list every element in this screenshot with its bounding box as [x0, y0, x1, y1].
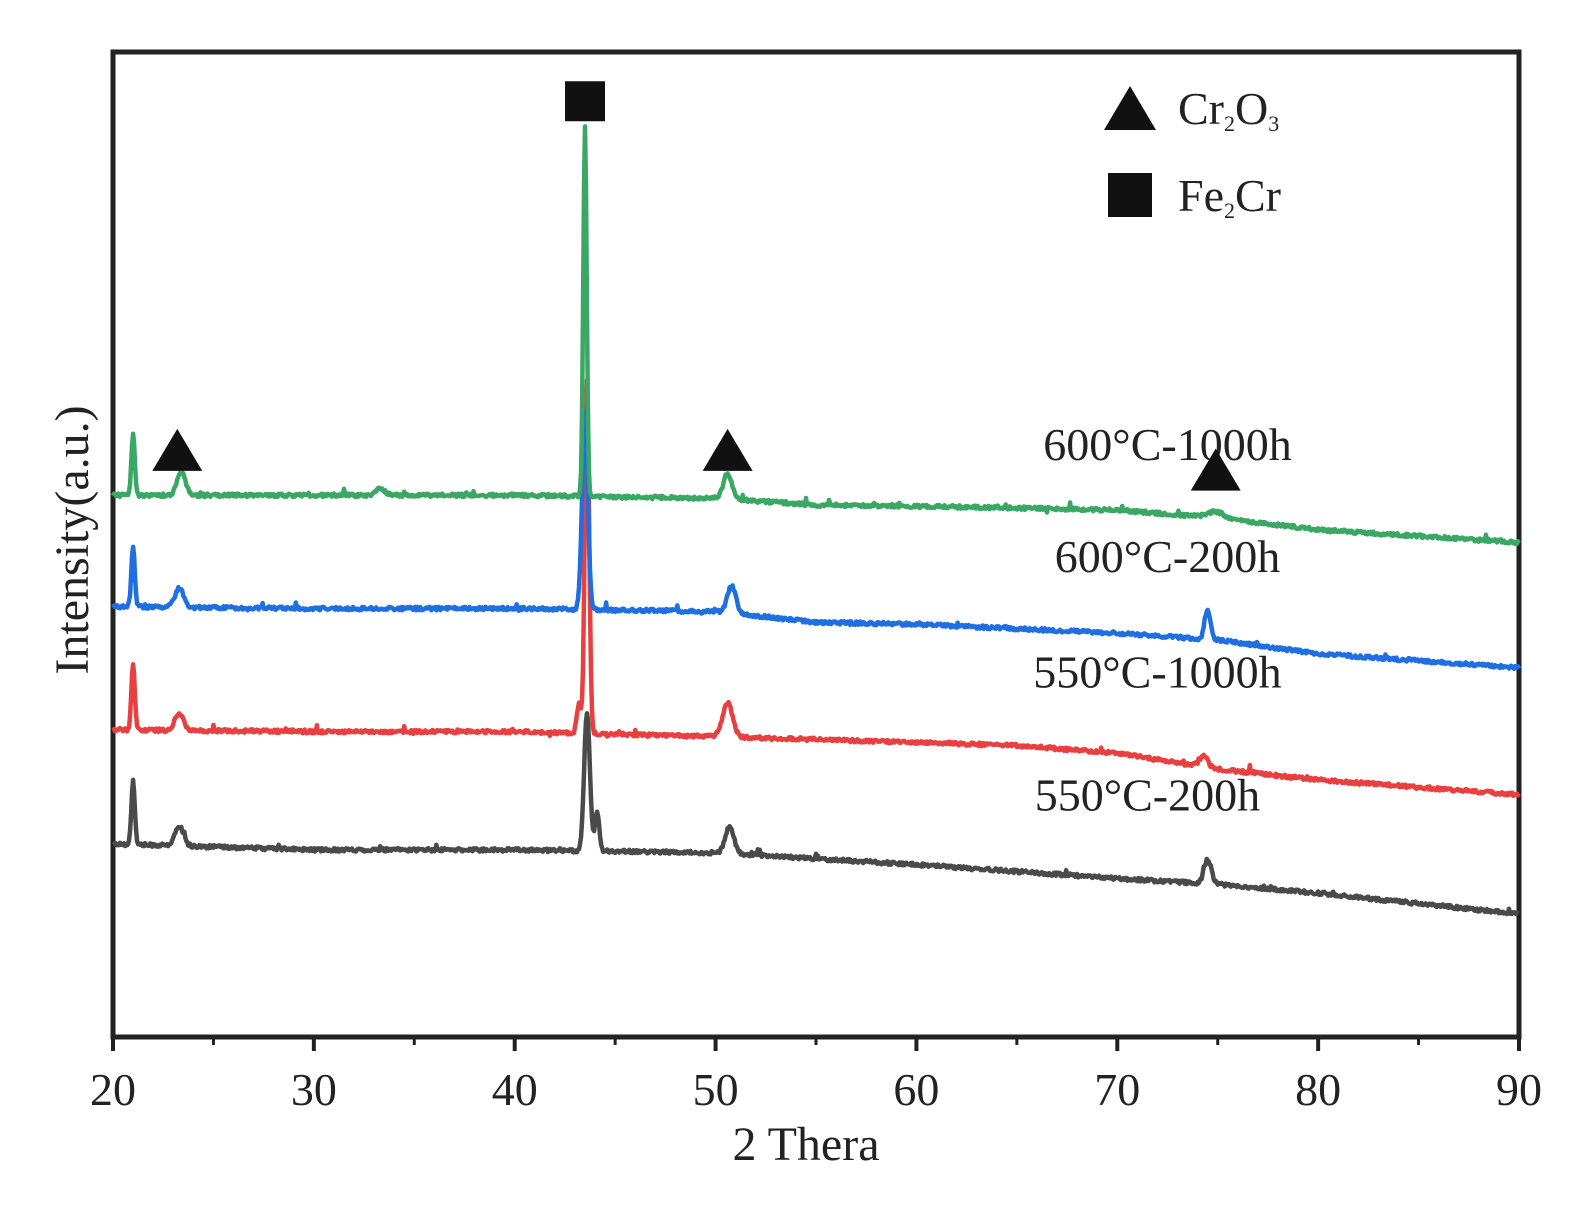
- cr2o3-peak-marker: [702, 428, 753, 471]
- series-line-2: [111, 409, 1522, 672]
- legend-square-icon: [1108, 173, 1152, 217]
- series-line-1: [111, 377, 1521, 799]
- y-axis-title: Intensity(a.u.): [46, 405, 99, 674]
- x-tick-label: 80: [1295, 1064, 1341, 1115]
- x-tick-label: 20: [90, 1064, 136, 1115]
- legend-triangle-icon: [1104, 86, 1156, 130]
- x-tick-label: 90: [1496, 1064, 1542, 1115]
- legend-text-sub2: 3: [1268, 111, 1279, 136]
- x-tick-label: 40: [492, 1064, 538, 1115]
- legend-text-mid: O: [1235, 83, 1268, 134]
- legend-text-sub1: 2: [1224, 111, 1235, 136]
- cr2o3-peak-marker: [1190, 448, 1241, 491]
- legend-label-0: Cr2O3: [1178, 83, 1279, 136]
- x-tick-label: 50: [693, 1064, 739, 1115]
- x-tick-label: 70: [1094, 1064, 1140, 1115]
- series-line-0: [111, 711, 1521, 917]
- fe2cr-peak-marker: [565, 81, 606, 122]
- series-label-1: 550°C-1000h: [1033, 646, 1281, 697]
- series-label-3: 600°C-1000h: [1043, 419, 1291, 470]
- series-label-0: 550°C-200h: [1035, 769, 1260, 820]
- series-labels: 550°C-200h 550°C-1000h 600°C-200h 600°C-100…: [1033, 419, 1291, 821]
- legend-text-mid: Cr: [1235, 170, 1281, 221]
- x-axis-title: 2 Thera: [732, 1118, 879, 1171]
- x-axis-ticks: 20 30 40 50 60 70 80 90: [90, 1037, 1542, 1115]
- x-tick-label: 60: [893, 1064, 939, 1115]
- peak-markers: [152, 81, 1241, 491]
- series-label-2: 600°C-200h: [1055, 531, 1280, 582]
- series-layer: [111, 124, 1522, 917]
- x-tick-label: 30: [291, 1064, 337, 1115]
- legend-label-1: Fe2Cr: [1178, 170, 1281, 223]
- plot-frame: [110, 49, 1522, 1040]
- legend-text-sub1: 2: [1224, 198, 1235, 223]
- legend-text-base: Cr: [1178, 83, 1224, 134]
- cr2o3-peak-marker: [152, 428, 203, 471]
- series-line-3: [111, 124, 1521, 547]
- legend-text-base: Fe: [1178, 170, 1224, 221]
